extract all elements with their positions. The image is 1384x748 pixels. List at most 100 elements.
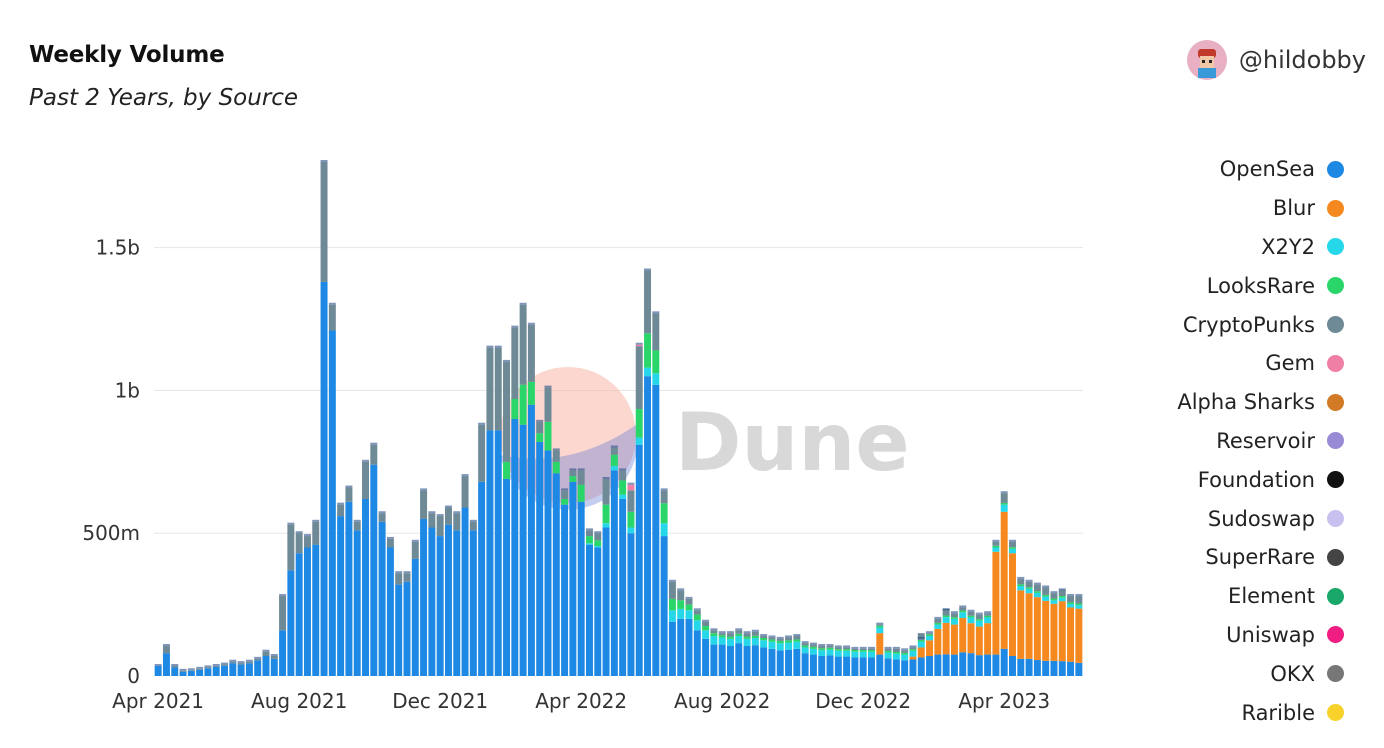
bar[interactable] <box>760 634 768 676</box>
legend-item[interactable]: Uniswap <box>1084 616 1344 655</box>
bar[interactable] <box>602 476 610 676</box>
legend-item[interactable]: Gem <box>1084 344 1344 383</box>
legend-item[interactable]: Reservoir <box>1084 422 1344 461</box>
bar[interactable] <box>1009 539 1016 676</box>
legend-item[interactable]: Foundation <box>1084 460 1344 499</box>
bar[interactable] <box>279 594 287 676</box>
bar[interactable] <box>776 636 784 676</box>
bar[interactable] <box>552 448 560 676</box>
bar[interactable] <box>378 511 386 676</box>
bar[interactable] <box>668 579 676 676</box>
bar[interactable] <box>444 505 452 676</box>
bar[interactable] <box>187 668 195 676</box>
bar[interactable] <box>469 519 477 676</box>
bar[interactable] <box>1000 491 1008 676</box>
bar[interactable] <box>627 482 635 676</box>
bar[interactable] <box>959 605 967 676</box>
bar[interactable] <box>926 631 934 676</box>
bar[interactable] <box>594 531 602 676</box>
bar[interactable] <box>519 302 527 676</box>
bar[interactable] <box>950 611 958 676</box>
bar[interactable] <box>312 519 320 676</box>
bar[interactable] <box>975 612 983 676</box>
bar[interactable] <box>942 608 950 676</box>
bar[interactable] <box>503 359 511 676</box>
bar[interactable] <box>569 468 577 676</box>
bar[interactable] <box>677 588 685 676</box>
bar[interactable] <box>635 342 643 676</box>
bar[interactable] <box>295 531 303 676</box>
bar[interactable] <box>992 539 1000 676</box>
bar[interactable] <box>511 325 519 676</box>
bar[interactable] <box>179 668 187 676</box>
bar[interactable] <box>478 422 486 676</box>
bar[interactable] <box>370 442 378 676</box>
bar[interactable] <box>1033 582 1041 676</box>
bar[interactable] <box>270 654 278 676</box>
bar[interactable] <box>843 645 851 676</box>
bar[interactable] <box>536 419 544 676</box>
bar[interactable] <box>826 644 834 676</box>
bar[interactable] <box>212 664 220 676</box>
author-badge[interactable]: @hildobby <box>1186 40 1366 80</box>
bar[interactable] <box>851 646 859 676</box>
bar[interactable] <box>934 616 942 676</box>
bar[interactable] <box>984 611 992 676</box>
bar[interactable] <box>527 322 535 676</box>
bar[interactable] <box>328 302 336 676</box>
bar[interactable] <box>337 502 345 676</box>
bar[interactable] <box>254 656 262 676</box>
bar[interactable] <box>660 488 668 676</box>
bar[interactable] <box>262 649 270 676</box>
bar[interactable] <box>320 160 328 676</box>
bar[interactable] <box>403 571 411 676</box>
bar[interactable] <box>1050 591 1058 676</box>
bar[interactable] <box>901 648 909 676</box>
bar[interactable] <box>702 619 710 676</box>
legend-item[interactable]: SuperRare <box>1084 538 1344 577</box>
bar[interactable] <box>801 641 809 676</box>
bar[interactable] <box>287 522 295 676</box>
bar[interactable] <box>876 622 884 676</box>
bar[interactable] <box>411 539 419 676</box>
bar[interactable] <box>809 642 817 676</box>
bar[interactable] <box>577 468 585 676</box>
bar[interactable] <box>1067 594 1075 676</box>
bar[interactable] <box>428 511 436 676</box>
bar[interactable] <box>1025 579 1033 676</box>
bar[interactable] <box>395 571 403 676</box>
bar[interactable] <box>685 596 693 676</box>
bar[interactable] <box>362 459 369 676</box>
bar[interactable] <box>892 646 900 676</box>
bar[interactable] <box>204 665 212 676</box>
legend-item[interactable]: Alpha Sharks <box>1084 383 1344 422</box>
bar[interactable] <box>768 635 776 676</box>
bar[interactable] <box>1075 594 1083 676</box>
legend-item[interactable]: LooksRare <box>1084 266 1344 305</box>
bar[interactable] <box>585 528 593 676</box>
bar[interactable] <box>171 664 179 676</box>
bar[interactable] <box>1042 585 1050 676</box>
bar[interactable] <box>544 385 552 676</box>
bar[interactable] <box>1058 588 1066 676</box>
bar[interactable] <box>461 474 469 676</box>
bar[interactable] <box>735 628 743 676</box>
bar[interactable] <box>453 511 461 676</box>
bar[interactable] <box>967 609 975 676</box>
bar[interactable] <box>303 534 311 676</box>
bar[interactable] <box>751 629 759 676</box>
bar[interactable] <box>386 536 394 676</box>
bar[interactable] <box>793 634 801 676</box>
bar[interactable] <box>420 488 428 676</box>
bar[interactable] <box>196 666 204 676</box>
bar[interactable] <box>710 628 718 676</box>
bar[interactable] <box>221 662 228 676</box>
bar[interactable] <box>652 311 660 676</box>
legend-item[interactable]: Blur <box>1084 189 1344 228</box>
bar[interactable] <box>229 659 237 676</box>
bar[interactable] <box>1017 576 1025 676</box>
legend-item[interactable]: X2Y2 <box>1084 228 1344 267</box>
bar[interactable] <box>834 645 842 676</box>
legend-item[interactable]: OKX <box>1084 654 1344 693</box>
bar[interactable] <box>818 644 826 676</box>
